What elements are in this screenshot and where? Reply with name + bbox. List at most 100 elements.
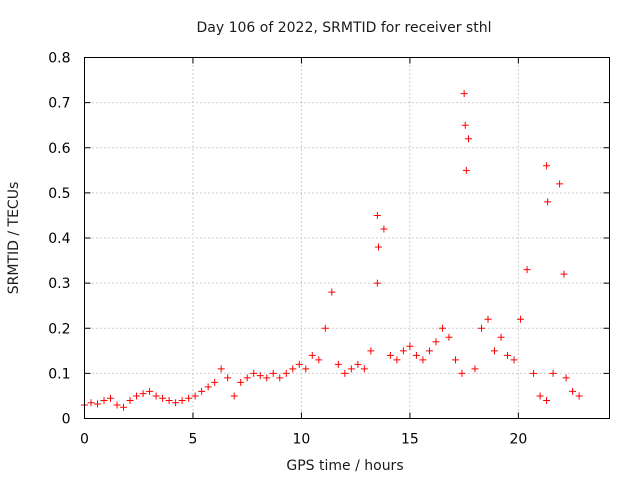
- data-point: [178, 396, 186, 404]
- data-point: [451, 356, 459, 364]
- data-point: [543, 162, 551, 170]
- data-point: [230, 392, 238, 400]
- data-point: [560, 270, 568, 278]
- y-tick-label: 0.5: [48, 186, 70, 202]
- data-point: [146, 387, 154, 395]
- data-point: [575, 392, 583, 400]
- data-point: [549, 369, 557, 377]
- data-point: [491, 347, 499, 355]
- data-point: [204, 383, 212, 391]
- data-point: [510, 356, 518, 364]
- data-point: [367, 347, 375, 355]
- grid-layer: [84, 57, 610, 419]
- data-point: [432, 338, 440, 346]
- data-point: [543, 396, 551, 404]
- data-point: [237, 378, 245, 386]
- y-tick-label: 0: [62, 412, 71, 428]
- data-point: [87, 399, 95, 407]
- data-point: [126, 396, 134, 404]
- plot-frame: [84, 57, 610, 419]
- data-point: [504, 351, 512, 359]
- data-point: [321, 324, 329, 332]
- data-point: [133, 392, 141, 400]
- data-point: [328, 288, 336, 296]
- data-point: [484, 315, 492, 323]
- data-point: [224, 374, 232, 382]
- data-point: [243, 374, 251, 382]
- data-point: [165, 396, 173, 404]
- x-axis-label: GPS time / hours: [286, 458, 403, 474]
- y-tick-label: 0.7: [48, 96, 70, 112]
- data-point: [308, 351, 316, 359]
- data-point: [334, 360, 342, 368]
- data-point: [530, 369, 538, 377]
- data-point: [282, 369, 290, 377]
- x-tick-label: 20: [509, 432, 527, 448]
- data-point: [256, 372, 264, 380]
- data-point: [360, 365, 368, 373]
- data-point: [107, 394, 115, 402]
- data-point: [386, 351, 394, 359]
- data-point: [152, 392, 160, 400]
- data-point: [295, 360, 303, 368]
- data-point: [139, 390, 147, 398]
- chart-title: Day 106 of 2022, SRMTID for receiver sth…: [197, 20, 492, 36]
- data-point: [250, 369, 258, 377]
- y-tick-label: 0.2: [48, 321, 70, 337]
- data-point: [374, 243, 382, 251]
- data-point: [276, 374, 284, 382]
- y-tick-label: 0.1: [48, 366, 70, 382]
- data-point: [460, 90, 468, 98]
- data-point: [185, 394, 193, 402]
- tick-layer: 0 0.1 0.2 0.3 0.4 0.5 0.6 0.7 0.8 0 5 10 15 20: [48, 51, 610, 448]
- data-point: [113, 401, 121, 409]
- data-point: [269, 369, 277, 377]
- data-point: [412, 351, 420, 359]
- data-point: [289, 365, 297, 373]
- data-point: [464, 135, 472, 143]
- data-point: [523, 266, 531, 274]
- data-point: [341, 369, 349, 377]
- x-tick-label: 15: [401, 432, 419, 448]
- data-point: [462, 166, 470, 174]
- y-axis-label: SRMTID / TECUs: [6, 182, 22, 295]
- data-point: [425, 347, 433, 355]
- data-point: [159, 394, 167, 402]
- data-point: [211, 378, 219, 386]
- data-point: [458, 369, 466, 377]
- data-point: [544, 198, 552, 206]
- data-point: [347, 365, 355, 373]
- data-point: [373, 211, 381, 219]
- x-tick-label: 5: [189, 432, 198, 448]
- y-tick-label: 0.8: [48, 51, 70, 67]
- data-point: [373, 279, 381, 287]
- data-point: [217, 365, 225, 373]
- data-point: [315, 356, 323, 364]
- data-point: [471, 365, 479, 373]
- data-point: [191, 392, 199, 400]
- data-point: [263, 374, 271, 382]
- data-point: [94, 400, 102, 408]
- y-tick-label: 0.6: [48, 141, 70, 157]
- data-point: [100, 396, 108, 404]
- data-point: [172, 399, 180, 407]
- data-point: [569, 387, 577, 395]
- y-tick-label: 0.3: [48, 276, 70, 292]
- y-tick-label: 0.4: [48, 231, 70, 247]
- data-point: [562, 374, 570, 382]
- data-point: [198, 387, 206, 395]
- data-point: [380, 225, 388, 233]
- data-point: [497, 333, 505, 341]
- data-point: [556, 180, 564, 188]
- data-point: [399, 347, 407, 355]
- data-point: [517, 315, 525, 323]
- data-point: [419, 356, 427, 364]
- data-point: [120, 403, 128, 411]
- x-tick-label: 10: [293, 432, 311, 448]
- data-point: [445, 333, 453, 341]
- point-layer: [81, 90, 583, 411]
- data-point: [354, 360, 362, 368]
- data-point: [393, 356, 401, 364]
- data-point: [438, 324, 446, 332]
